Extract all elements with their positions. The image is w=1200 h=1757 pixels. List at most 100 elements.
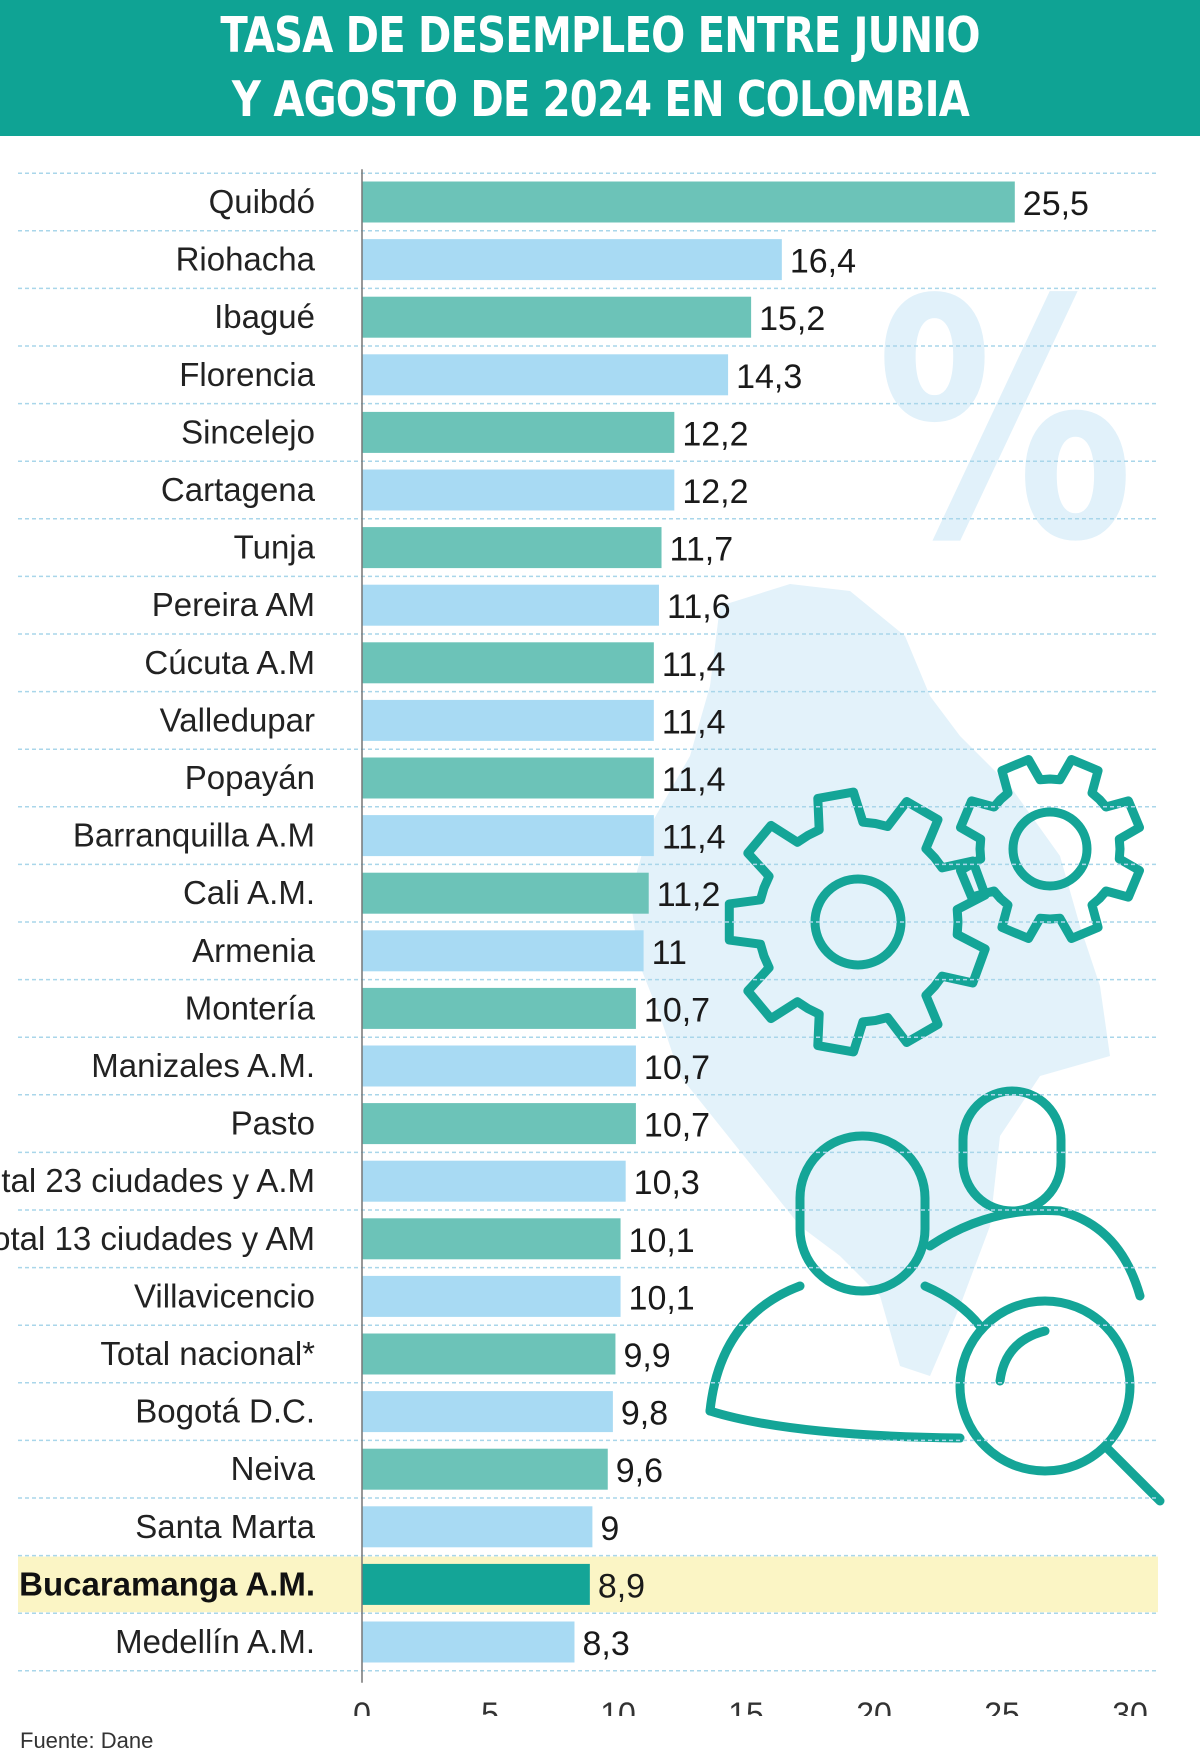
category-label: Popayán [185,759,315,796]
x-tick-label: 30 [1112,1696,1148,1716]
bar [362,1045,636,1087]
chart-title-line-1: TASA DE DESEMPLEO ENTRE JUNIO [220,7,980,64]
category-label: Ibagué [214,298,315,335]
category-label: Riohacha [176,241,316,278]
chart-title-line-2: Y AGOSTO DE 2024 EN COLOMBIA [231,71,969,128]
value-label: 10,7 [644,1049,710,1087]
bar [362,757,654,799]
category-label: Barranquilla A.M [73,817,315,854]
bar [362,296,752,338]
bar [362,527,662,569]
value-label: 12,2 [682,415,748,453]
category-label: Cartagena [161,471,316,508]
x-tick-label: 20 [856,1696,892,1716]
value-label: 11,4 [662,761,726,799]
bar [362,1506,593,1548]
category-label: Total 23 ciudades y A.M [0,1162,315,1199]
value-label: 8,9 [598,1567,645,1605]
bar [362,1275,621,1317]
category-label: Quibdó [209,183,315,220]
category-label: Total 13 ciudades y AM [0,1220,315,1257]
category-label: Cúcuta A.M [144,644,315,681]
value-label: 11,4 [662,819,726,857]
category-label: Total nacional* [100,1335,315,1372]
category-label: Armenia [192,932,316,969]
bar [362,930,644,972]
bar [362,987,636,1029]
value-label: 9,6 [616,1452,663,1490]
value-label: 11,4 [662,646,726,684]
bar [362,469,675,511]
source-note: Fuente: Dane [20,1728,154,1753]
bar [362,1218,621,1260]
bar [362,181,1015,223]
category-label: Bucaramanga A.M. [19,1565,315,1602]
category-label: Pereira AM [152,586,315,623]
category-label: Pasto [231,1105,315,1142]
category-label: Tunja [234,529,316,566]
people-search-icon [705,1086,1165,1506]
category-label: Montería [185,989,316,1026]
bar [362,584,659,626]
bar [362,699,654,741]
value-label: 11 [652,934,687,972]
bar [362,642,654,684]
bar [362,1563,590,1605]
category-label: Valledupar [160,701,315,738]
value-label: 9,9 [623,1337,670,1375]
category-labels: Quibdó Riohacha Ibagué Florencia Sincelejo Ca… [0,183,316,1660]
category-label: Manizales A.M. [91,1047,315,1084]
bar [362,1160,626,1202]
gears-icon [724,755,1144,1057]
x-tick-label: 25 [984,1696,1020,1716]
value-label: 10,1 [629,1279,695,1317]
x-tick-label: 15 [728,1696,764,1716]
background-decorations: % [630,229,1165,1506]
category-label: Bogotá D.C. [135,1393,315,1430]
value-label: 12,2 [682,473,748,511]
bar [362,1621,575,1663]
bar [362,1103,636,1145]
percent-symbol: % [876,229,1134,614]
bar [362,872,649,914]
x-axis-ticks: 0 5 10 15 20 25 30 [353,1696,1148,1716]
x-tick-label: 0 [353,1696,371,1716]
value-label: 10,3 [634,1164,700,1202]
chart-title-banner: TASA DE DESEMPLEO ENTRE JUNIO Y AGOSTO D… [0,0,1200,136]
value-label: 8,3 [582,1625,629,1663]
gear-small-icon [956,755,1144,943]
value-label: 11,6 [667,588,731,626]
bar [362,1391,613,1433]
x-tick-label: 5 [481,1696,499,1716]
value-label: 11,4 [662,703,726,741]
bar [362,1333,616,1375]
colombia-map-icon [630,584,1110,1376]
value-labels: 25,5 16,4 15,2 14,3 12,2 12,2 11,7 11,6 11,4 11,4… [582,185,1089,1663]
category-label: Florencia [179,356,315,393]
value-label: 10,1 [629,1222,695,1260]
value-label: 11,7 [670,531,734,569]
value-label: 16,4 [790,243,856,281]
x-tick-label: 10 [600,1696,636,1716]
bars [362,181,1015,1663]
category-label: Medellín A.M. [115,1623,315,1660]
bar [362,1448,608,1490]
category-label: Santa Marta [135,1508,315,1545]
gear-large-icon [724,787,990,1057]
value-label: 10,7 [644,1107,710,1145]
value-label: 9,8 [621,1395,668,1433]
bar [362,815,654,857]
category-label: Villavicencio [134,1277,315,1314]
bar [362,239,782,281]
value-label: 15,2 [759,300,825,338]
category-label: Cali A.M. [183,874,315,911]
category-label: Sincelejo [181,413,315,450]
value-label: 11,2 [657,876,721,914]
value-label: 10,7 [644,991,710,1029]
bar-chart: % 25,5 16,4 15,2 14,3 12,2 12,2 11,7 11,6 11,4 11… [0,169,1165,1716]
bar [362,411,675,453]
bar [362,354,729,396]
category-label: Neiva [231,1450,316,1487]
value-label: 14,3 [736,358,802,396]
gridlines [18,172,1158,1672]
